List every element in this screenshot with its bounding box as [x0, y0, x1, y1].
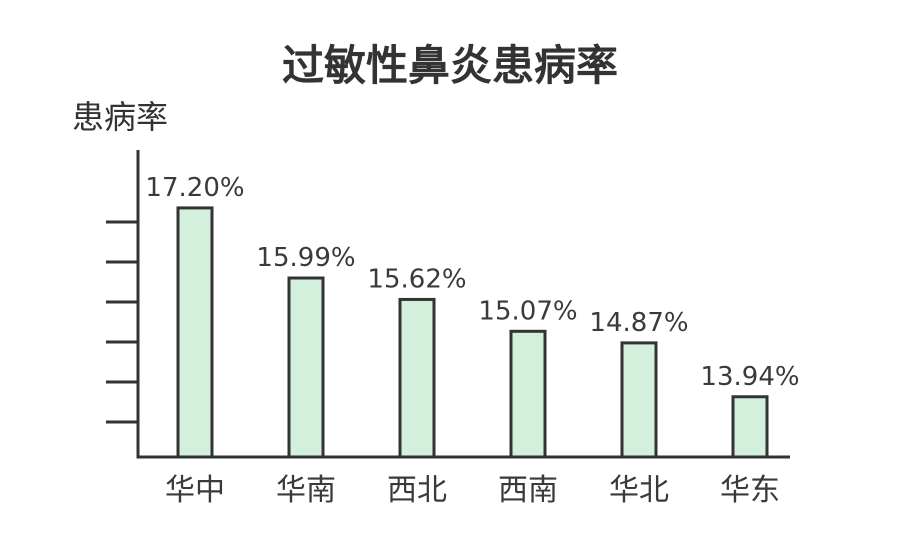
value-label-华东: 13.94%: [700, 362, 799, 392]
bar-华北: [620, 341, 658, 459]
bars: [176, 206, 769, 459]
bar-西南: [509, 329, 547, 459]
bar-华东: [731, 395, 769, 459]
value-labels: 17.20% 15.99% 15.62% 15.07% 14.87% 13.94%: [145, 173, 799, 392]
category-label-西南: 西南: [498, 473, 558, 508]
chart-title: 过敏性鼻炎患病率: [282, 41, 618, 90]
value-label-西北: 15.62%: [367, 264, 466, 294]
category-labels: 华中 华南 西北 西南 华北 华东: [165, 473, 780, 508]
bar-华南: [287, 276, 325, 459]
value-label-西南: 15.07%: [478, 296, 577, 326]
value-label-华南: 15.99%: [256, 243, 355, 273]
category-label-华北: 华北: [609, 473, 669, 508]
axes: [106, 150, 790, 459]
category-label-华中: 华中: [165, 473, 225, 508]
bar-西北: [398, 297, 436, 459]
category-label-华南: 华南: [276, 473, 336, 508]
value-label-华中: 17.20%: [145, 173, 244, 203]
value-label-华北: 14.87%: [589, 308, 688, 338]
y-axis-label: 患病率: [72, 98, 168, 136]
category-label-西北: 西北: [387, 473, 447, 508]
bar-华中: [176, 206, 214, 459]
category-label-华东: 华东: [720, 473, 780, 508]
